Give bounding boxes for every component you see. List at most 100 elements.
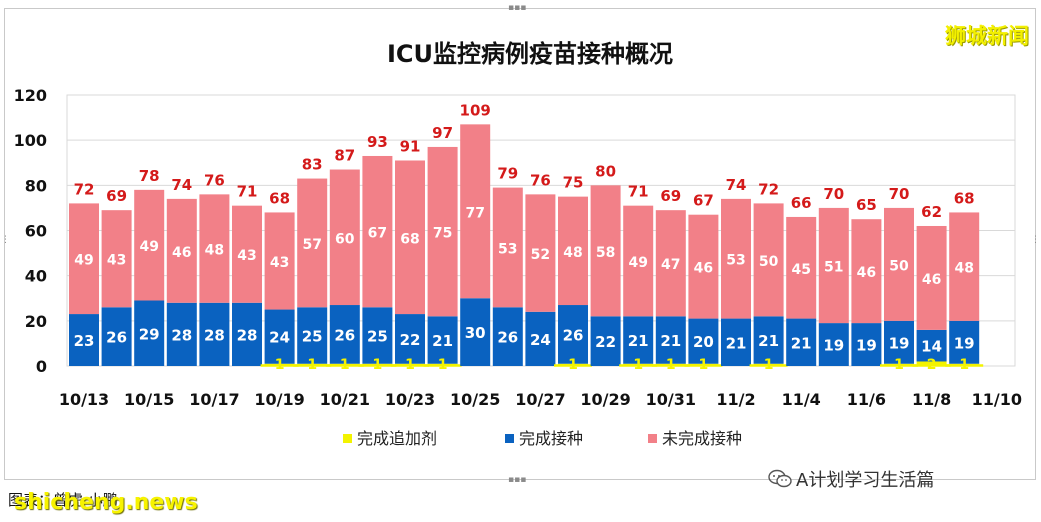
data-label-booster: 1: [959, 357, 969, 373]
data-label-vaccinated: 19: [954, 334, 975, 352]
data-label-unvaccinated: 67: [368, 226, 387, 242]
bar-vaccinated: [818, 323, 849, 366]
x-tick-label: 10/13: [59, 390, 109, 409]
bar-unvaccinated: [329, 169, 360, 306]
data-label-vaccinated: 26: [334, 326, 355, 344]
x-tick-label: 10/27: [515, 390, 565, 409]
resize-handle-bottom[interactable]: ▪▪▪: [508, 475, 527, 485]
bar-unvaccinated: [558, 196, 588, 306]
data-label-unvaccinated: 48: [205, 243, 224, 259]
bar-vaccinated: [199, 302, 230, 366]
data-label-unvaccinated: 50: [759, 254, 779, 270]
data-label-vaccinated: 30: [465, 324, 486, 342]
bar-unvaccinated: [525, 194, 556, 312]
bar-vaccinated: [688, 318, 719, 364]
data-label-unvaccinated: 75: [433, 226, 452, 242]
data-label-total: 76: [204, 171, 225, 189]
bar-unvaccinated: [623, 205, 654, 317]
data-label-unvaccinated: 68: [400, 231, 419, 247]
x-tick-label: 10/23: [385, 390, 435, 409]
resize-handle-top[interactable]: ▪▪▪: [508, 3, 527, 13]
data-label-vaccinated: 25: [367, 328, 388, 346]
bar-vaccinated: [297, 307, 328, 364]
bar-unvaccinated: [69, 203, 99, 315]
data-label-unvaccinated: 45: [791, 262, 810, 278]
data-label-unvaccinated: 48: [563, 245, 582, 261]
data-label-vaccinated: 19: [889, 334, 910, 352]
data-label-total: 68: [954, 189, 975, 207]
data-label-unvaccinated: 53: [726, 253, 745, 269]
data-label-vaccinated: 28: [171, 326, 192, 344]
data-label-vaccinated: 26: [563, 326, 584, 344]
x-tick-label: 10/29: [580, 390, 630, 409]
data-label-unvaccinated: 53: [498, 241, 517, 257]
data-label-vaccinated: 29: [139, 325, 160, 343]
data-label-vaccinated: 28: [204, 326, 225, 344]
bar-vaccinated: [786, 318, 817, 366]
data-label-total: 87: [334, 147, 355, 165]
bar-unvaccinated: [851, 219, 882, 324]
bar-unvaccinated: [688, 214, 719, 319]
y-tick-label: 80: [25, 176, 47, 195]
data-label-total: 69: [106, 187, 127, 205]
data-label-total: 91: [400, 137, 421, 155]
data-label-total: 70: [889, 185, 910, 203]
data-label-total: 62: [921, 203, 942, 221]
bar-unvaccinated: [818, 207, 849, 324]
data-label-vaccinated: 21: [432, 332, 453, 350]
bar-vaccinated: [395, 314, 425, 364]
watermark-logo: 狮城新闻: [945, 24, 1029, 48]
data-label-booster: 2: [927, 357, 937, 373]
bar-unvaccinated: [232, 205, 262, 303]
x-tick-label: 10/21: [320, 390, 370, 409]
bar-unvaccinated: [590, 185, 621, 317]
data-label-unvaccinated: 52: [531, 247, 550, 263]
x-tick-label: 11/8: [912, 390, 951, 409]
bar-vaccinated: [655, 316, 686, 364]
data-label-unvaccinated: 43: [107, 253, 126, 269]
data-label-booster: 1: [666, 357, 676, 373]
site-watermark: shicheng.news: [14, 490, 198, 515]
bar-vaccinated: [753, 316, 784, 364]
bar-unvaccinated: [101, 210, 132, 308]
y-tick-label: 120: [14, 86, 47, 105]
bar-unvaccinated: [297, 178, 328, 308]
data-label-total: 72: [74, 180, 95, 198]
data-label-booster: 1: [373, 357, 383, 373]
y-tick-label: 0: [36, 357, 47, 376]
data-label-unvaccinated: 46: [694, 261, 713, 277]
data-label-unvaccinated: 50: [889, 258, 909, 274]
bar-vaccinated: [721, 318, 751, 366]
bar-unvaccinated: [395, 160, 425, 315]
data-label-total: 78: [139, 167, 160, 185]
data-label-total: 83: [302, 156, 323, 174]
bar-vaccinated: [623, 316, 654, 364]
data-label-vaccinated: 22: [400, 331, 421, 349]
bar-unvaccinated: [199, 194, 230, 303]
data-label-vaccinated: 21: [628, 332, 649, 350]
bar-unvaccinated: [166, 198, 197, 303]
data-label-unvaccinated: 49: [74, 253, 93, 269]
data-label-vaccinated: 24: [269, 329, 290, 347]
data-label-unvaccinated: 51: [824, 260, 843, 276]
resize-handle-left[interactable]: ⋮: [1, 235, 10, 245]
data-label-vaccinated: 26: [106, 329, 127, 347]
data-label-unvaccinated: 57: [302, 237, 321, 253]
bar-booster: [916, 361, 947, 366]
data-label-unvaccinated: 77: [465, 205, 484, 221]
data-label-vaccinated: 22: [595, 333, 616, 351]
bar-unvaccinated: [949, 212, 980, 321]
data-label-unvaccinated: 43: [237, 248, 256, 264]
data-label-booster: 1: [307, 357, 317, 373]
bottom-note: 图表：曾虎 小鹏: [8, 491, 118, 509]
data-label-unvaccinated: 49: [139, 239, 158, 255]
data-label-unvaccinated: 49: [628, 255, 647, 271]
bar-vaccinated: [492, 307, 523, 366]
resize-handle-right[interactable]: ⋮: [1031, 235, 1040, 245]
x-tick-label: 11/6: [847, 390, 886, 409]
wechat-icon: [768, 469, 792, 489]
bar-vaccinated: [916, 329, 947, 362]
y-tick-label: 100: [14, 131, 47, 150]
data-label-total: 109: [460, 101, 491, 119]
